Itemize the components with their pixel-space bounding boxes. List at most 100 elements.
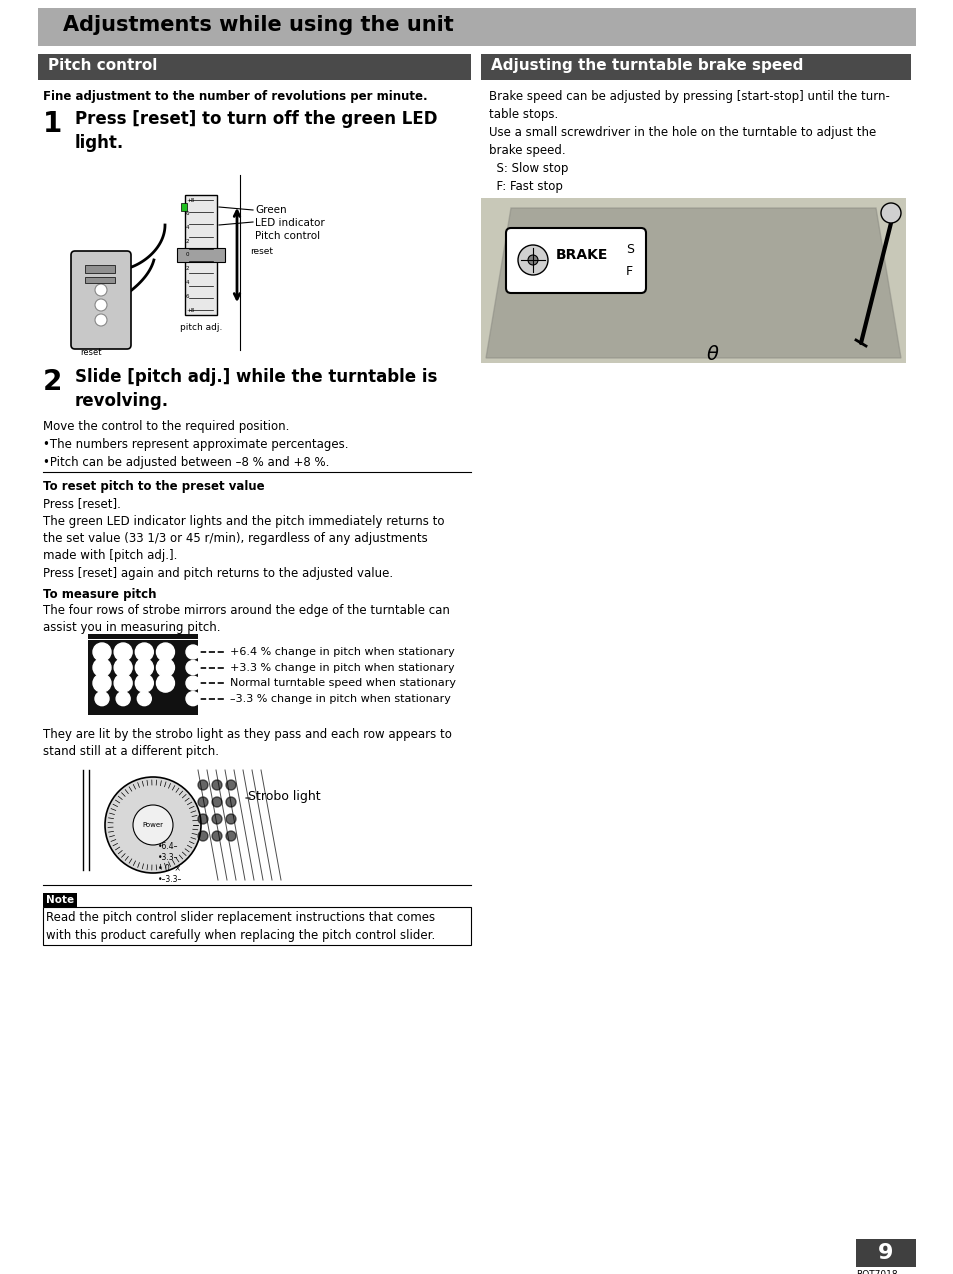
Circle shape [527,255,537,265]
Circle shape [114,643,132,661]
Text: To measure pitch: To measure pitch [43,589,156,601]
Circle shape [226,831,235,841]
Text: 6: 6 [186,211,190,217]
Bar [88,634,198,640]
Circle shape [212,798,222,806]
Text: Read the pitch control slider replacement instructions that comes
with this prod: Read the pitch control slider replacemen… [46,911,435,941]
Bar [85,276,115,283]
Text: –3.3 % change in pitch when stationary: –3.3 % change in pitch when stationary [230,693,451,703]
Circle shape [212,814,222,824]
Text: Pitch control: Pitch control [48,59,157,73]
Bar [177,248,225,262]
Text: •6.4–
•3.3–
• 0  ×
•–3.3–: •6.4– •3.3– • 0 × •–3.3– [158,842,182,884]
Circle shape [212,831,222,841]
Text: +3.3 % change in pitch when stationary: +3.3 % change in pitch when stationary [230,662,455,673]
Text: +8: +8 [186,197,194,203]
Bar [855,1240,915,1268]
Bar [181,203,187,211]
Text: They are lit by the strobo light as they pass and each row appears to
stand stil: They are lit by the strobo light as they… [43,727,452,758]
Circle shape [156,643,174,661]
Bar [43,169,471,355]
Circle shape [135,659,153,676]
Text: 6: 6 [186,294,190,298]
Circle shape [92,643,111,661]
Circle shape [95,284,107,296]
Text: F: F [625,265,633,278]
Circle shape [114,659,132,676]
Text: 9: 9 [878,1243,893,1263]
Text: Slide [pitch adj.] while the turntable is
revolving.: Slide [pitch adj.] while the turntable i… [75,368,436,410]
Circle shape [226,814,235,824]
Text: Press [reset].
The green LED indicator lights and the pitch immediately returns : Press [reset]. The green LED indicator l… [43,497,444,580]
Circle shape [135,674,153,692]
Text: BRAKE: BRAKE [556,248,608,262]
Text: To reset pitch to the preset value: To reset pitch to the preset value [43,480,264,493]
Bar [185,195,216,315]
Text: Strobo light: Strobo light [248,790,320,803]
Circle shape [95,313,107,326]
Text: Press [reset] to turn off the green LED
light.: Press [reset] to turn off the green LED … [75,110,437,152]
Circle shape [132,805,172,845]
Text: 2: 2 [43,368,62,396]
Text: +6.4 % change in pitch when stationary: +6.4 % change in pitch when stationary [230,647,455,657]
Text: Adjusting the turntable brake speed: Adjusting the turntable brake speed [491,59,802,73]
Text: +8: +8 [186,307,194,312]
Text: reset: reset [80,348,101,357]
Circle shape [105,777,201,873]
Bar [85,265,115,273]
FancyBboxPatch shape [71,251,131,349]
Text: RQT7018: RQT7018 [855,1270,897,1274]
Circle shape [116,692,130,706]
Circle shape [95,299,107,311]
Circle shape [92,674,111,692]
Circle shape [92,659,111,676]
Circle shape [880,203,900,223]
Text: Power: Power [142,822,163,828]
Text: Move the control to the required position.
•The numbers represent approximate pe: Move the control to the required positio… [43,420,348,469]
Circle shape [95,692,109,706]
Text: 4: 4 [186,280,190,285]
Circle shape [198,780,208,790]
Bar [88,710,198,715]
Bar [38,54,471,80]
Bar [43,893,77,907]
Circle shape [135,643,153,661]
Circle shape [517,245,547,275]
Circle shape [198,831,208,841]
Bar [38,8,915,46]
Text: 2: 2 [186,266,190,271]
Bar [88,640,198,710]
Circle shape [198,798,208,806]
Text: Normal turntable speed when stationary: Normal turntable speed when stationary [230,678,456,688]
Text: 1: 1 [43,110,62,138]
Text: The four rows of strobe mirrors around the edge of the turntable can
assist you : The four rows of strobe mirrors around t… [43,604,450,634]
Bar [43,907,471,945]
Text: reset: reset [250,247,273,256]
Text: Brake speed can be adjusted by pressing [start-stop] until the turn-
table stops: Brake speed can be adjusted by pressing … [489,90,889,192]
Circle shape [212,780,222,790]
Bar [480,197,905,363]
Polygon shape [485,208,900,358]
Text: θ: θ [706,345,719,364]
Circle shape [137,692,152,706]
Circle shape [226,780,235,790]
Circle shape [186,676,200,691]
Text: 4: 4 [186,225,190,231]
Bar [480,54,910,80]
Text: 0: 0 [186,252,190,257]
Circle shape [114,674,132,692]
Text: Note: Note [46,896,74,905]
Text: 2: 2 [186,238,190,243]
Circle shape [156,674,174,692]
Circle shape [186,660,200,674]
Text: S: S [625,243,634,256]
Circle shape [156,659,174,676]
Circle shape [226,798,235,806]
Text: Fine adjustment to the number of revolutions per minute.: Fine adjustment to the number of revolut… [43,90,427,103]
Circle shape [198,814,208,824]
Text: pitch adj.: pitch adj. [179,324,222,333]
Text: Green
LED indicator
Pitch control: Green LED indicator Pitch control [254,205,324,241]
Circle shape [186,645,200,659]
FancyBboxPatch shape [505,228,645,293]
Text: Adjustments while using the unit: Adjustments while using the unit [63,15,454,34]
